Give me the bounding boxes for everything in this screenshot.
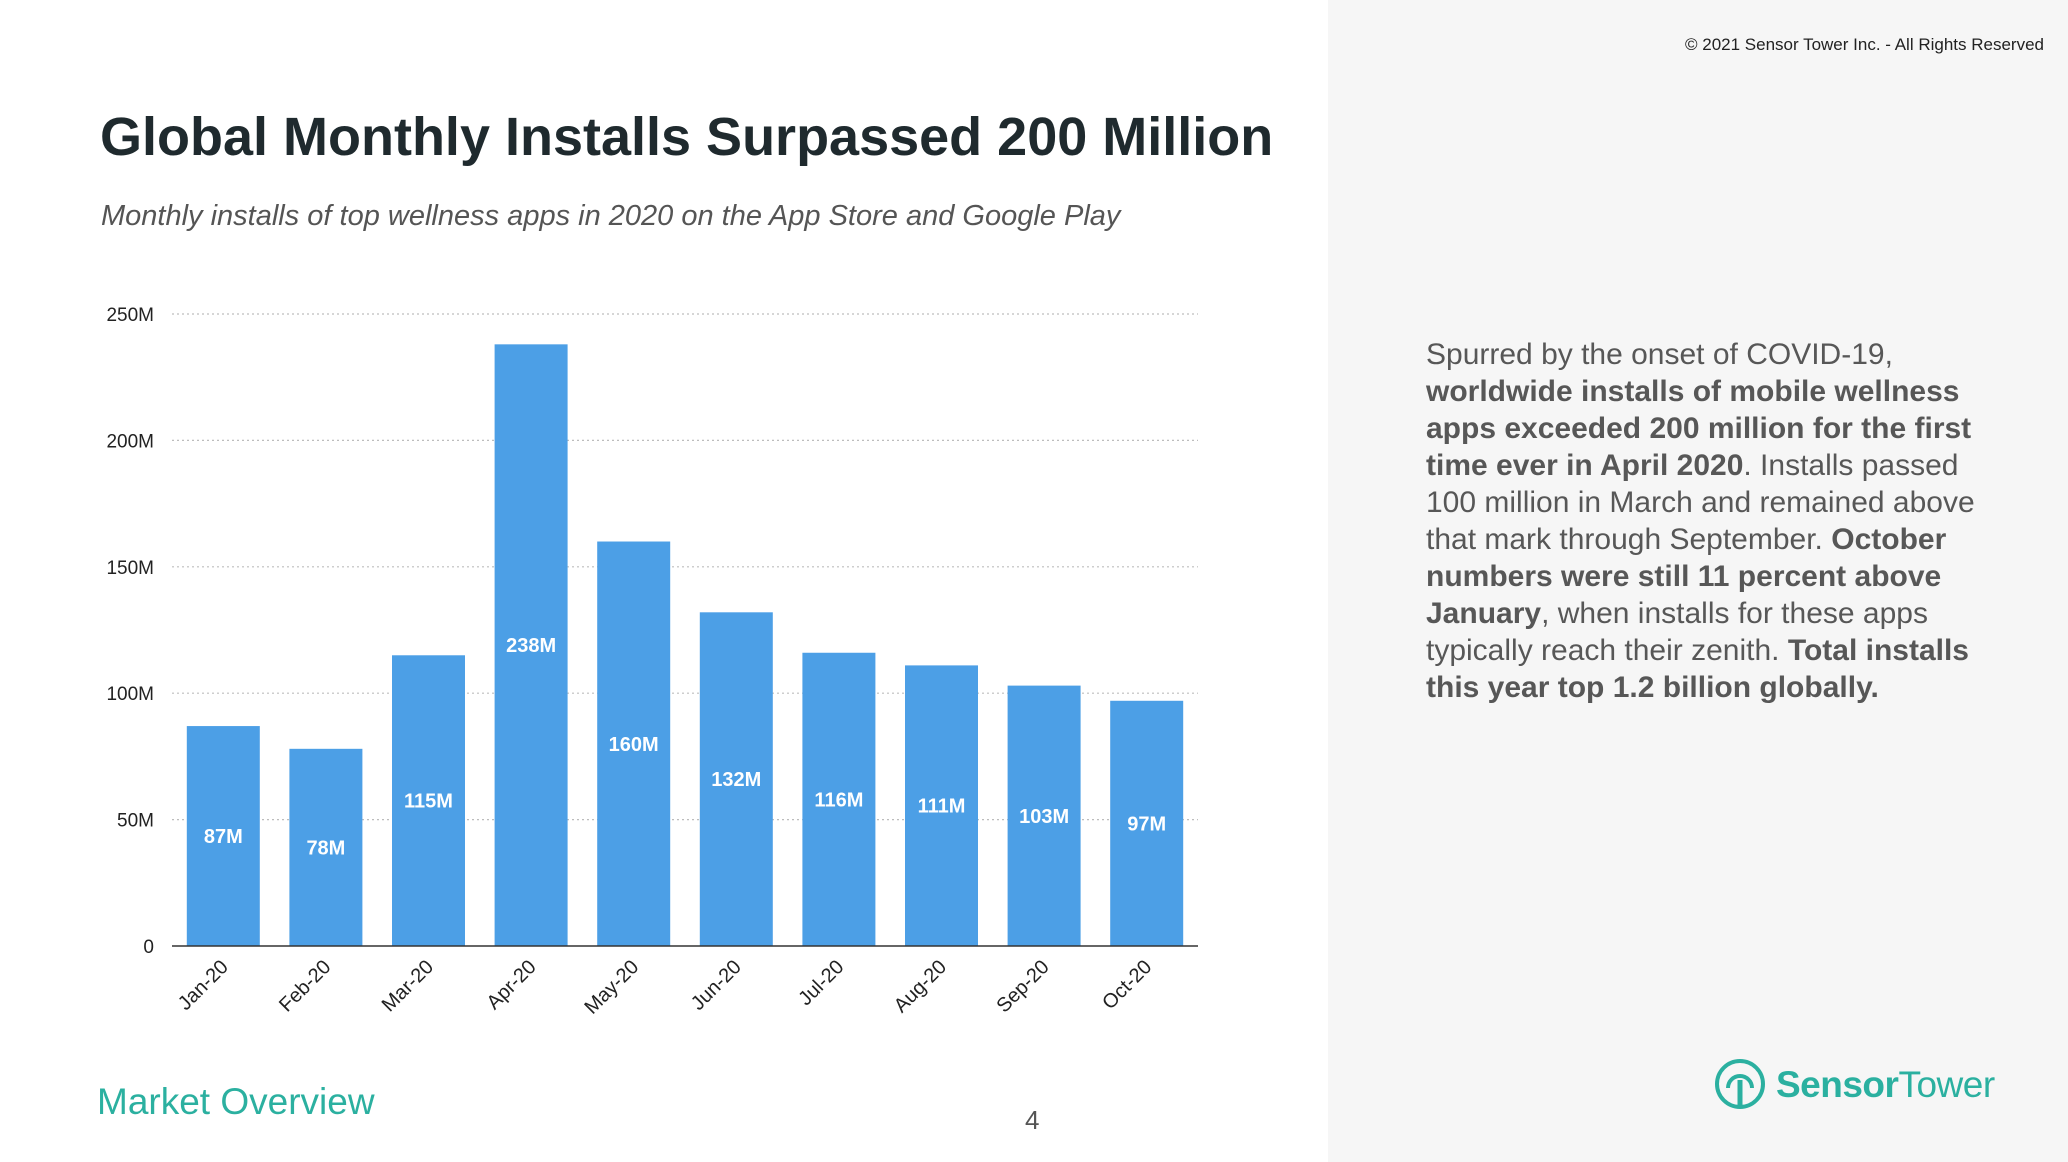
page-title: Global Monthly Installs Surpassed 200 Mi… (100, 107, 1274, 167)
data-label: 115M (404, 791, 453, 813)
x-tick-label: Oct-20 (1098, 956, 1156, 1014)
data-label: 97M (1127, 813, 1166, 835)
summary-highlight: October numbers were still 11 percent ab… (1426, 523, 1947, 630)
summary-highlight: worldwide installs of mobile wellness ap… (1426, 375, 1972, 482)
logo-brand-light: Tower (1898, 1064, 1995, 1105)
bar (1007, 685, 1081, 946)
bar (905, 665, 978, 946)
bar (1110, 700, 1184, 946)
x-tick-label: Jul-20 (794, 956, 848, 1010)
summary-run: , when installs for these apps typically… (1426, 597, 1928, 667)
y-tick-label: 100M (106, 684, 154, 705)
x-tick-label: Mar-20 (378, 956, 438, 1016)
y-tick-label: 50M (117, 811, 154, 832)
data-label: 132M (711, 769, 761, 791)
section-label: Market Overview (97, 1081, 375, 1122)
x-tick-label: Aug-20 (890, 956, 951, 1017)
x-tick-label: Apr-20 (483, 956, 541, 1014)
y-tick-label: 0 (143, 937, 154, 958)
y-tick-label: 200M (106, 431, 154, 452)
sensor-tower-logo: SensorTower (1714, 1058, 1995, 1112)
bar (802, 652, 876, 946)
summary-highlight: Total installs this year top 1.2 billion… (1426, 634, 1969, 704)
data-label: 103M (1019, 806, 1069, 828)
logo-wordmark: SensorTower (1776, 1064, 1995, 1106)
bar (699, 612, 773, 946)
copyright-notice: © 2021 Sensor Tower Inc. - All Rights Re… (1685, 35, 2044, 54)
bar (392, 655, 465, 946)
y-tick-label: 250M (106, 305, 154, 326)
sensor-tower-icon (1715, 1059, 1765, 1109)
summary-run: Spurred by the onset of COVID-19, (1426, 338, 1893, 371)
summary-text: Spurred by the onset of COVID-19, worldw… (1426, 336, 1986, 706)
bar (597, 541, 671, 946)
x-tick-label: Sep-20 (992, 956, 1053, 1017)
data-label: 111M (918, 796, 966, 818)
logo-brand-bold: Sensor (1776, 1064, 1899, 1105)
data-label: 160M (609, 734, 659, 756)
data-label: 238M (506, 635, 556, 657)
x-tick-label: Jun-20 (687, 956, 746, 1015)
bar (186, 726, 260, 946)
bar (494, 344, 568, 946)
bar-chart: 0 50M 100M 150M 200M 250M 87M Jan-20 78M Feb-20 11… (106, 305, 1198, 1019)
x-tick-label: Feb-20 (275, 956, 335, 1016)
data-label: 116M (814, 789, 863, 811)
page-subtitle: Monthly installs of top wellness apps in… (101, 200, 1121, 232)
x-tick-label: Jan-20 (174, 956, 233, 1015)
x-tick-label: May-20 (581, 956, 644, 1019)
summary-run: . Installs passed 100 million in March a… (1426, 449, 1975, 556)
y-tick-label: 150M (106, 558, 154, 579)
page-number: 4 (1025, 1105, 1040, 1135)
right-panel (1328, 0, 2068, 1162)
data-label: 78M (306, 837, 345, 859)
bar (289, 748, 363, 946)
data-label: 87M (204, 826, 243, 848)
